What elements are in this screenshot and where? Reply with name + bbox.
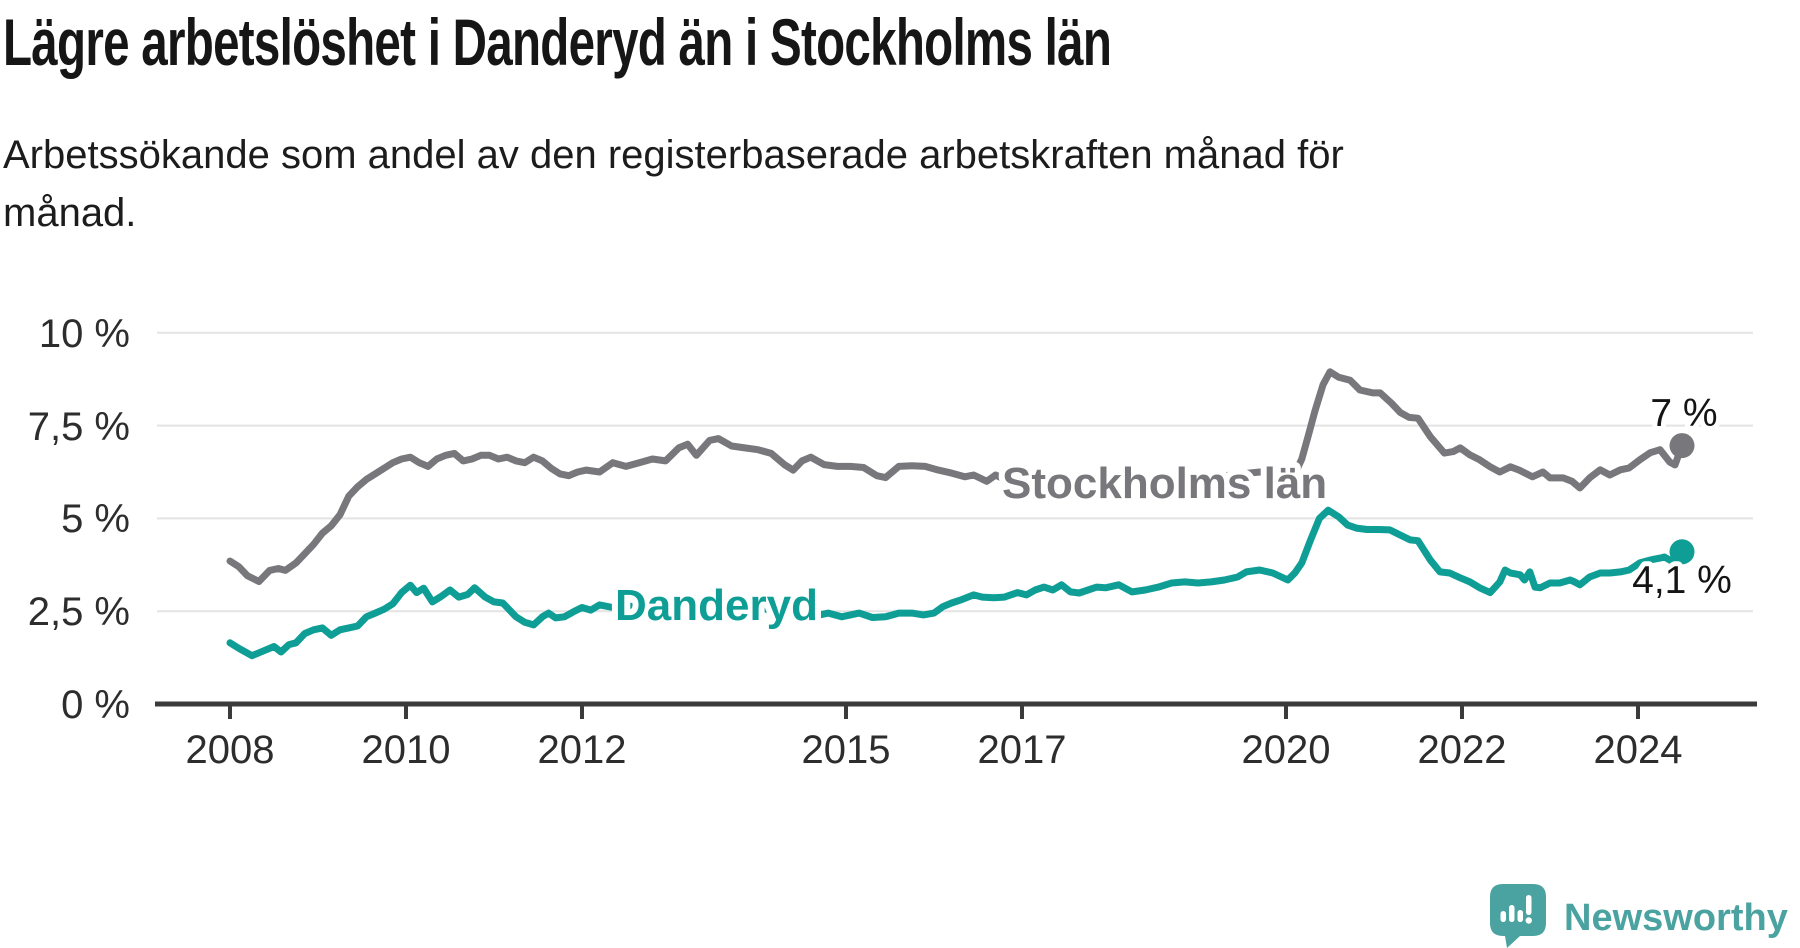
newsworthy-bubble-icon bbox=[1490, 884, 1546, 948]
gridlines bbox=[157, 331, 1753, 613]
x-axis-label-2022: 2022 bbox=[1418, 728, 1507, 772]
logo-exclamation-icon bbox=[1526, 895, 1532, 915]
newsworthy-logo[interactable]: Newsworthy bbox=[1490, 884, 1788, 948]
newsworthy-wordmark: Newsworthy bbox=[1564, 897, 1788, 939]
y-axis-label-2-5: 2,5 % bbox=[28, 590, 130, 634]
x-axis-label-2024: 2024 bbox=[1594, 728, 1683, 772]
logo-bar-chart-icon bbox=[1500, 895, 1532, 924]
page-title: Lägre arbetslöshet i Danderyd än i Stock… bbox=[3, 6, 1542, 79]
x-axis-ticks bbox=[228, 704, 1640, 719]
x-axis-labels: 2008 2010 2012 2015 2017 2020 2022 2024 bbox=[186, 728, 1683, 772]
series-line-stockholms-lan bbox=[226, 368, 1686, 585]
x-axis-label-2008: 2008 bbox=[186, 728, 275, 772]
x-axis-label-2017: 2017 bbox=[978, 728, 1067, 772]
page-title-text: Lägre arbetslöshet i Danderyd än i Stock… bbox=[3, 5, 1112, 79]
x-axis-label-2012: 2012 bbox=[538, 728, 627, 772]
end-value-label-danderyd: 4,1 % bbox=[1632, 559, 1732, 602]
series-line-danderyd bbox=[226, 506, 1686, 660]
y-axis-label-7-5: 7,5 % bbox=[28, 405, 130, 449]
series-label-danderyd: Danderyd bbox=[615, 581, 818, 630]
y-axis-label-5: 5 % bbox=[61, 497, 130, 541]
x-axis-label-2020: 2020 bbox=[1242, 728, 1331, 772]
series-label-stockholms-lan: Stockholms län bbox=[1002, 459, 1327, 508]
end-dot-stockholms-lan bbox=[1669, 433, 1695, 459]
x-axis-label-2010: 2010 bbox=[362, 728, 451, 772]
y-axis-label-10: 10 % bbox=[39, 312, 130, 356]
end-dot-danderyd bbox=[1669, 539, 1695, 565]
y-axis-labels: 10 % 7,5 % 5 % 2,5 % 0 % bbox=[28, 312, 130, 727]
x-axis-label-2015: 2015 bbox=[802, 728, 891, 772]
y-axis-label-0: 0 % bbox=[61, 683, 130, 727]
chart-subtitle: Arbetssökande som andel av den registerb… bbox=[3, 133, 1344, 235]
end-value-label-stockholms-lan: 7 % bbox=[1650, 392, 1717, 435]
